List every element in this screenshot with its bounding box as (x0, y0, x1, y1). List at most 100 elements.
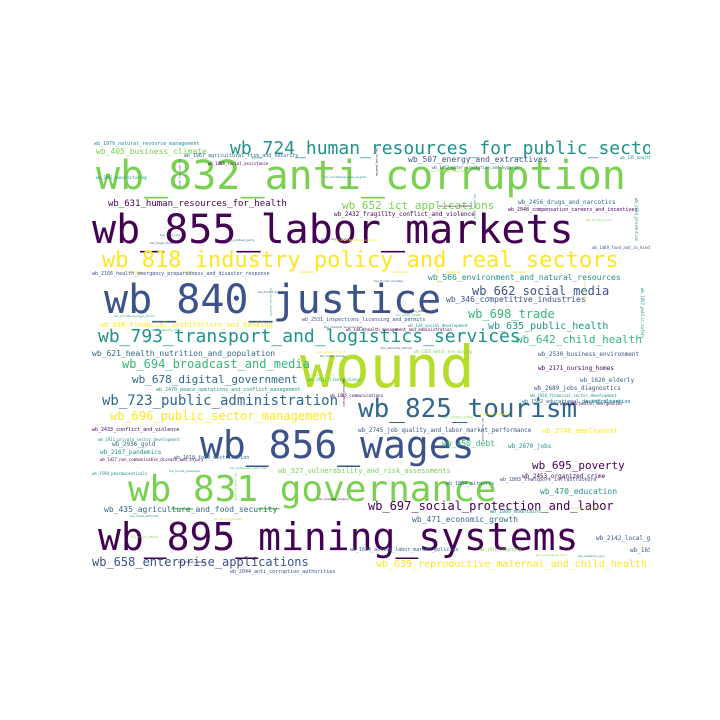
cloud-minor-word: tax_fossil_ethnicity (130, 514, 159, 518)
cloud-minor-word: tax_econ_price (334, 238, 357, 242)
cloud-word: wb_1502_educational_decentralization (522, 399, 631, 405)
cloud-word: wb_2432_fragility_conflict_and_violence (334, 211, 475, 218)
cloud-word: wb_1804_airports (446, 481, 495, 487)
cloud-word: wb_2041_manufacturing (96, 175, 147, 180)
cloud-word: wb_631_human_resources_for_health (108, 199, 287, 209)
cloud-word: wb_856_wages (200, 423, 475, 467)
cloud-word: wb_818_industry_policy_and_real_sectors (102, 248, 619, 273)
cloud-word: wb_1443_health_management_and_administra… (346, 327, 452, 332)
cloud-word: wb_1921_private_sector_development (98, 437, 180, 442)
cloud-word: wb_405_business_climate (96, 147, 207, 156)
cloud-minor-word: tax_medical_wound_care (324, 325, 362, 329)
cloud-minor-word: tax_military_army (583, 277, 587, 304)
cloud-minor-word: tax_weapons_gun (578, 554, 605, 558)
cloud-word: wb_1462_water_sanitation_and_hygiene (432, 165, 519, 170)
cloud-minor-word: tax_fncact_nurse (586, 218, 612, 222)
cloud-word: wb_566_environment_and_natural_resources (428, 273, 621, 282)
cloud-word: wb_723_public_administration (102, 393, 339, 409)
cloud-word: wb_1979_natural_resource_management (94, 141, 200, 147)
cloud-word: wb_840_justice (104, 277, 442, 323)
word-cloud: wound wb_895_mining_systems wb_832_anti_co… (90, 138, 650, 578)
cloud-word: wb_825_tourism (358, 394, 578, 424)
cloud-minor-word: tax_fossil_forest (150, 241, 175, 245)
cloud-word: wb_145_health_services (620, 155, 650, 160)
cloud-word: wb_346_competitive_industries (446, 295, 586, 304)
cloud-word: wb_895_mining_systems (98, 515, 579, 559)
cloud-word: wb_1971_budgeting (480, 547, 521, 552)
cloud-word: wb_435_agriculture_and_food_security (104, 505, 278, 514)
cloud-minor-word: tax_aidgroups_red_cross (230, 466, 267, 470)
cloud-word: wb_1465_communications (330, 393, 383, 398)
cloud-minor-word: tax_medical_surgery (318, 497, 350, 501)
cloud-minor-word: tax_ethnicity_asian (178, 159, 182, 188)
cloud-word: wb_2670_jobs (508, 443, 552, 450)
cloud-word: wb_621_health_nutrition_and_population (92, 349, 276, 358)
cloud-word: wb_652_ict_applications (342, 199, 495, 212)
cloud-word: wb_724_human_resources_for_public_sector (230, 138, 650, 159)
cloud-word: wb_165_air_transport (630, 547, 650, 554)
cloud-word: wb_2531_inspections_licensing_and_permit… (302, 317, 426, 323)
cloud-word: wb_831_governance (128, 469, 497, 510)
cloud-word: wb_1427_non_communicable_disease_and_inj… (100, 457, 204, 462)
cloud-word: wb_832_anti_corruption (96, 153, 626, 199)
cloud-word: wb_2453_organized_crime (522, 473, 606, 480)
cloud-word: wb_2470_peace_operations_and_conflict_ma… (156, 387, 301, 393)
cloud-minor-word: tax_fncact_worker (321, 237, 349, 241)
cloud-word: wound (300, 333, 475, 401)
cloud-minor-word: tax_religion_church (317, 350, 347, 354)
cloud-word: wb_694_broadcast_and_media (122, 357, 310, 371)
cloud-word: wb_316_financial_architecture_and_bankin… (100, 321, 273, 329)
cloud-word: wb_1456_metal_ore_mining (414, 349, 472, 354)
cloud-word: wb_695_poverty (532, 459, 625, 472)
cloud-minor-word: tax_fncact_doctor (308, 373, 335, 377)
cloud-minor-word: tax_disease_cancer (349, 238, 379, 242)
cloud-word: wb_2167_pandemics (100, 449, 162, 456)
cloud-word: wb_2456_drugs_and_narcotics (518, 199, 616, 206)
cloud-word: wb_639_reproductive_maternal_and_child_h… (376, 559, 647, 570)
cloud-word: wb_642_child_health (516, 333, 642, 346)
cloud-word: wb_1406_diseases (584, 399, 623, 404)
cloud-minor-word: tax_terror_group (473, 194, 477, 219)
cloud-minor-word: tax_ethnicity_african (381, 346, 413, 350)
cloud-word: wb_2044_anti_corruption_authorities (230, 569, 336, 575)
cloud-word: wb_2048_compensation_careers_and_incenti… (508, 207, 638, 213)
cloud-word: wb_1406_health_emergencies (560, 401, 623, 406)
cloud-minor-word: tax_worldlanguages_french (114, 314, 156, 318)
cloud-minor-word: tax_fncact_minister (374, 279, 404, 283)
cloud-minor-word: tax_fossil_efficient (342, 379, 346, 407)
cloud-word: wb_2166_health_emergency_preparedness_an… (92, 271, 270, 277)
cloud-word: wb_2931_climate_change (308, 377, 361, 382)
cloud-word: wb_658_enterprise_applications (92, 555, 309, 569)
cloud-word: wb_1618_food_distribution (174, 455, 250, 461)
cloud-minor-word: tax_fncact_student (214, 517, 243, 521)
cloud-word: wb_1469_food_and_in_kind_transfers (592, 245, 650, 250)
cloud-word: wb_450_debt (442, 439, 495, 448)
cloud-minor-word: tax_fncact_manager (478, 412, 509, 416)
cloud-word: wb_1866_social_assistance (208, 161, 269, 166)
cloud-minor-word: tax_econ_inflation (403, 309, 431, 313)
cloud-minor-word: tax_fossil_hospital (234, 473, 238, 501)
cloud-word: wb_793_transport_and_logistics_services (98, 326, 521, 347)
cloud-word: wb_662_social_media (472, 284, 610, 298)
cloud-word: wb_1620_elderly (580, 377, 635, 384)
cloud-minor-word: tax_food_bread (481, 418, 485, 442)
cloud-word: wb_635_public_health (488, 321, 609, 332)
cloud-minor-word: tax_disease_diabetes (439, 204, 472, 208)
cloud-minor-word: tax_fossil_health (396, 313, 421, 317)
cloud-minor-word: tax_fncact_engineer (571, 506, 602, 510)
cloud-minor-word: tax_fncact_president (169, 469, 201, 473)
cloud-word: wb_1920_financial_sector_development (530, 393, 617, 398)
cloud-word: wb_471_economic_growth (412, 515, 518, 524)
cloud-minor-word: tax_fncact_farmer (258, 290, 286, 294)
cloud-minor-word: tax_food_rice (160, 233, 180, 237)
cloud-word: wb_678_digital_government (132, 373, 298, 386)
cloud-word: wb_2689_jobs_diagnostics (534, 385, 621, 392)
cloud-word: wb_2171_nursing_homes (538, 365, 614, 372)
cloud-minor-word: tax_disease_influenza (431, 169, 464, 173)
cloud-minor-word: tax_weapons_knife (152, 328, 181, 332)
cloud-word: wb_1634_active_labor_market_policies (350, 547, 459, 553)
cloud-word: wb_1986_mountains (490, 509, 542, 515)
cloud-word: wb_2936_gold (112, 441, 156, 448)
cloud-word: wb_697_social_protection_and_labor (368, 499, 614, 513)
cloud-word: wb_2748_employment (542, 427, 618, 435)
